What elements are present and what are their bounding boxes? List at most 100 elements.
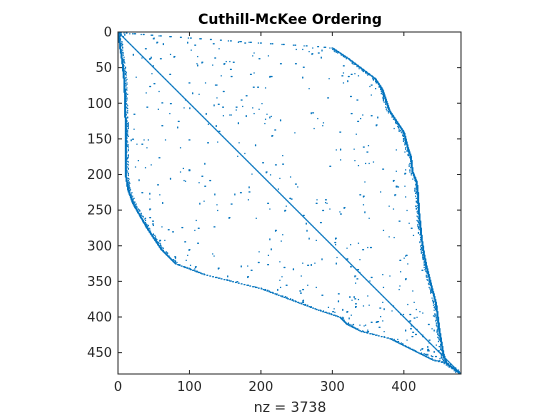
nonzero-marker <box>147 229 149 232</box>
nonzero-marker <box>143 57 145 59</box>
nonzero-marker <box>134 33 136 35</box>
nonzero-marker <box>223 90 225 93</box>
nonzero-marker <box>388 107 390 110</box>
nonzero-marker <box>344 56 346 58</box>
nonzero-marker <box>393 236 395 239</box>
nonzero-marker <box>397 311 400 313</box>
nonzero-marker <box>230 75 232 78</box>
nonzero-marker <box>422 254 425 256</box>
nonzero-marker <box>420 248 422 250</box>
nonzero-marker <box>438 328 440 331</box>
nonzero-marker <box>331 313 333 316</box>
nonzero-marker <box>366 332 368 334</box>
nonzero-marker <box>413 174 415 176</box>
nonzero-marker <box>428 275 430 277</box>
nonzero-marker <box>302 262 304 264</box>
nonzero-marker <box>189 268 192 270</box>
nonzero-marker <box>142 219 144 221</box>
nonzero-marker <box>174 261 177 263</box>
nonzero-marker <box>254 167 256 170</box>
nonzero-marker <box>356 99 358 101</box>
nonzero-marker <box>252 166 255 168</box>
nonzero-marker <box>307 305 309 307</box>
nonzero-marker <box>173 87 175 89</box>
nonzero-marker <box>119 46 122 48</box>
nonzero-marker <box>124 135 127 137</box>
nonzero-marker <box>386 101 388 103</box>
nonzero-marker <box>172 260 174 262</box>
nonzero-marker <box>131 199 133 202</box>
nonzero-marker <box>380 87 382 89</box>
nonzero-marker <box>457 369 460 371</box>
nonzero-marker <box>237 41 240 43</box>
nonzero-marker <box>398 123 400 125</box>
nonzero-marker <box>418 210 420 212</box>
nonzero-marker <box>417 208 420 210</box>
nonzero-marker <box>440 339 442 341</box>
nonzero-marker <box>249 162 251 165</box>
nonzero-marker <box>360 67 362 69</box>
nonzero-marker <box>372 79 375 81</box>
nonzero-marker <box>177 90 179 93</box>
nonzero-marker <box>124 100 126 102</box>
nonzero-marker <box>421 348 423 351</box>
nonzero-marker <box>297 301 299 303</box>
nonzero-marker <box>412 167 414 170</box>
nonzero-marker <box>131 192 133 194</box>
nonzero-marker <box>424 264 426 266</box>
nonzero-marker <box>427 276 430 278</box>
nonzero-marker <box>427 269 429 271</box>
nonzero-marker <box>132 54 134 56</box>
nonzero-marker <box>411 324 413 326</box>
nonzero-marker <box>124 98 126 100</box>
nonzero-marker <box>364 181 366 183</box>
nonzero-marker <box>420 234 422 237</box>
nonzero-marker <box>339 52 341 54</box>
nonzero-marker <box>270 184 272 186</box>
nonzero-marker <box>142 55 144 58</box>
nonzero-marker <box>271 135 273 137</box>
nonzero-marker <box>435 303 437 305</box>
nonzero-marker <box>224 63 226 65</box>
nonzero-marker <box>122 66 124 68</box>
nonzero-marker <box>434 313 436 316</box>
nonzero-marker <box>427 349 430 351</box>
nonzero-marker <box>435 310 437 312</box>
nonzero-marker <box>404 135 406 137</box>
nonzero-marker <box>379 85 381 88</box>
nonzero-marker <box>127 186 129 188</box>
nonzero-marker <box>431 288 433 291</box>
nonzero-marker <box>124 120 127 122</box>
nonzero-marker <box>122 51 124 53</box>
nonzero-marker <box>124 95 127 97</box>
nonzero-marker <box>445 361 447 363</box>
nonzero-marker <box>338 51 340 53</box>
nonzero-marker <box>120 48 122 51</box>
nonzero-marker <box>371 84 373 86</box>
nonzero-marker <box>194 266 197 268</box>
nonzero-marker <box>417 207 419 209</box>
nonzero-marker <box>124 142 127 145</box>
nonzero-marker <box>226 140 228 142</box>
nonzero-marker <box>397 340 400 343</box>
nonzero-marker <box>339 316 342 318</box>
nonzero-marker <box>285 199 287 201</box>
nonzero-marker <box>158 244 160 246</box>
nonzero-marker <box>160 58 162 60</box>
nonzero-marker <box>177 264 179 266</box>
nonzero-marker <box>303 214 305 217</box>
nonzero-marker <box>150 34 152 36</box>
nonzero-marker <box>365 72 367 74</box>
nonzero-marker <box>129 196 132 198</box>
nonzero-marker <box>418 223 420 225</box>
nonzero-marker <box>425 262 427 264</box>
nonzero-marker <box>357 65 360 68</box>
nonzero-marker <box>174 260 177 262</box>
nonzero-marker <box>422 248 424 250</box>
nonzero-marker <box>208 122 210 124</box>
nonzero-marker <box>127 41 129 43</box>
nonzero-marker <box>308 221 310 224</box>
nonzero-marker <box>132 202 134 204</box>
nonzero-marker <box>395 119 397 121</box>
nonzero-marker <box>320 56 322 58</box>
